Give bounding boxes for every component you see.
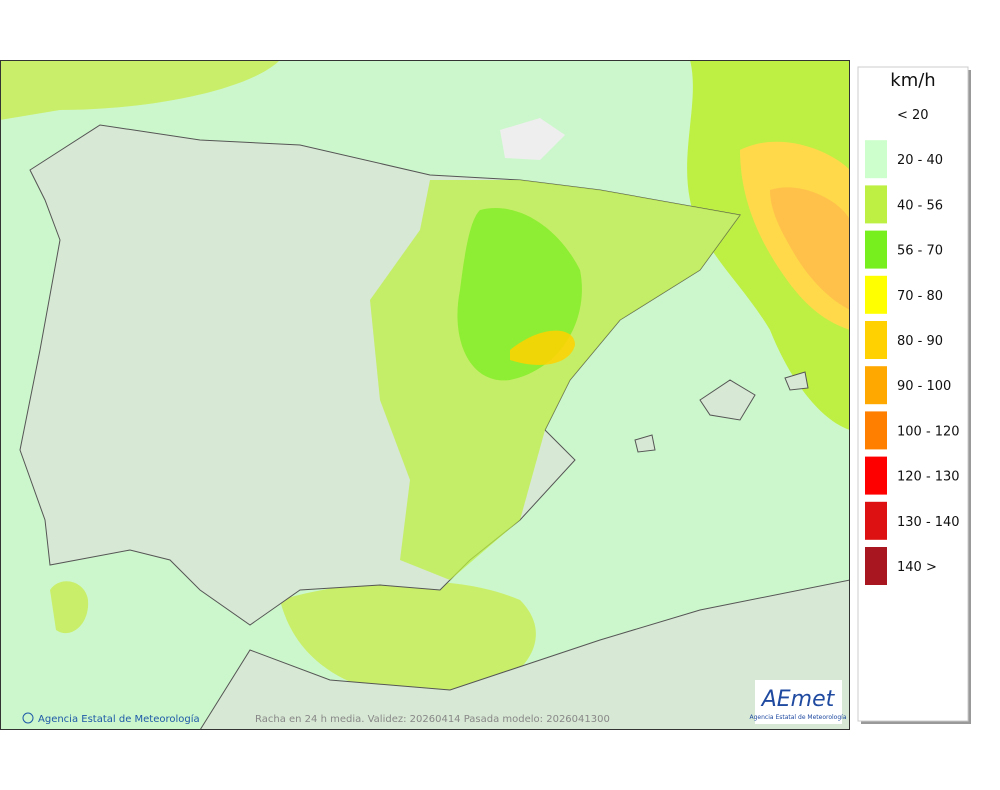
copyright-icon <box>22 712 34 724</box>
legend-swatch <box>865 501 887 540</box>
legend-label: 80 - 90 <box>897 334 943 349</box>
legend-swatch <box>865 321 887 359</box>
wind-zone <box>510 330 575 365</box>
legend-label: 70 - 80 <box>897 289 943 304</box>
wind-zone <box>770 187 850 310</box>
map <box>0 60 850 730</box>
credit: Agencia Estatal de Meteorología <box>38 713 200 725</box>
legend-label: 56 - 70 <box>897 244 943 259</box>
legend-label: 120 - 130 <box>897 470 960 485</box>
legend-swatch <box>865 547 887 585</box>
wind-zone <box>280 581 536 700</box>
legend-label: 100 - 120 <box>897 424 960 439</box>
legend-swatch <box>865 140 887 179</box>
legend-label: 40 - 56 <box>897 198 943 213</box>
legend-swatch <box>865 366 887 405</box>
legend-unit: km/h <box>890 70 935 91</box>
legend-label: 20 - 40 <box>897 153 943 168</box>
island <box>699 379 756 421</box>
legend-label: 130 - 140 <box>897 515 960 530</box>
legend-swatch <box>865 456 887 495</box>
legend-label: 90 - 100 <box>897 379 951 394</box>
island <box>784 371 809 391</box>
legend-label: < 20 <box>897 108 929 123</box>
logo-box <box>755 680 842 724</box>
island <box>634 434 656 453</box>
legend-swatch <box>865 411 887 450</box>
wind-zone <box>50 581 89 634</box>
legend-swatch <box>865 185 887 224</box>
legend-swatch <box>865 275 887 314</box>
footer: Racha en 24 h media. Validez: 20260414 P… <box>255 714 610 725</box>
cloud-mask <box>500 118 565 160</box>
africa <box>199 579 850 730</box>
legend-swatch <box>865 230 887 269</box>
wind-zone <box>0 60 280 120</box>
legend-label: 140 > <box>897 560 937 575</box>
legend-items: < 20 20 - 40 40 - 56 56 - 70 70 - 80 80 - 90 9… <box>865 108 960 585</box>
map-frame <box>0 60 850 730</box>
logo: AEmet <box>760 687 836 712</box>
logo-subtitle: Agencia Estatal de Meteorología <box>750 714 847 721</box>
